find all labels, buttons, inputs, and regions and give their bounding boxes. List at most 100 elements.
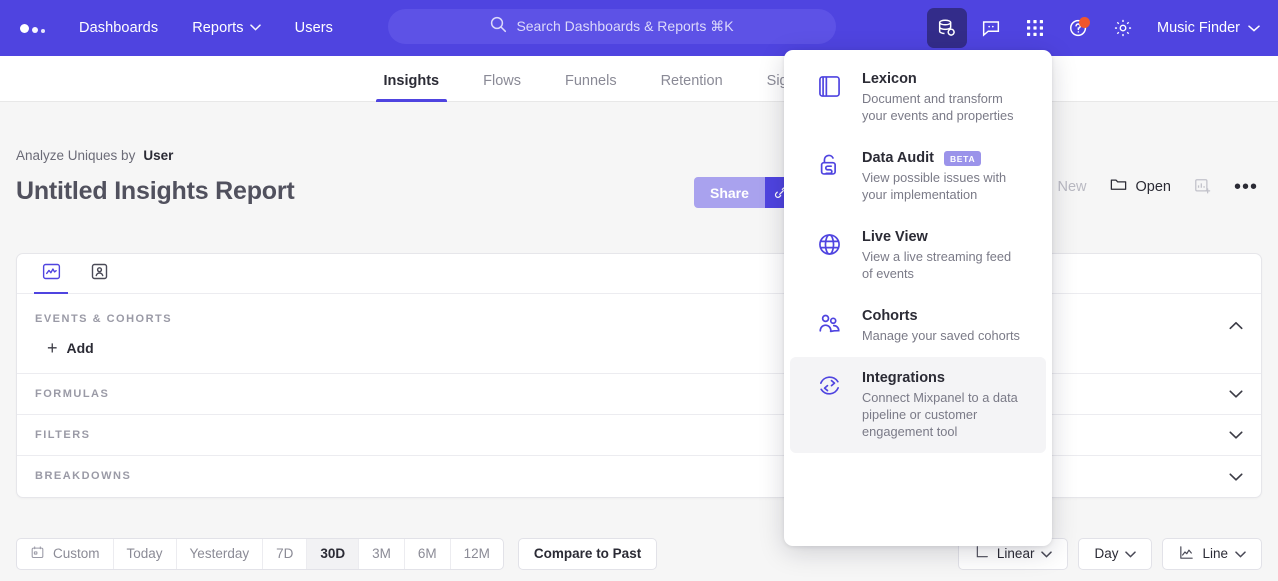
globe-icon <box>816 229 846 282</box>
dropdown-item-title: Lexicon <box>862 71 917 87</box>
data-audit-icon <box>816 150 846 203</box>
chevron-down-icon <box>1248 20 1260 36</box>
open-label: Open <box>1135 178 1171 195</box>
date-range-today[interactable]: Today <box>114 538 177 569</box>
scale-label: Linear <box>996 546 1035 561</box>
date-range-custom[interactable]: Custom <box>17 538 114 569</box>
gear-icon[interactable] <box>1103 8 1143 48</box>
new-report-button[interactable]: New <box>1057 179 1086 195</box>
interval-selector[interactable]: Day <box>1078 537 1153 570</box>
dropdown-item-text: Integrations Connect Mixpanel to a data … <box>862 370 1028 440</box>
query-view-tabs <box>17 254 1261 294</box>
date-range-label: Yesterday <box>189 546 250 561</box>
add-label: Add <box>66 340 94 356</box>
dropdown-item-description: Manage your saved cohorts <box>862 328 1020 344</box>
dropdown-item-description: View a live streaming feed of events <box>862 249 1012 282</box>
date-range-30d[interactable]: 30D <box>307 538 360 569</box>
section-label: BREAKDOWNS <box>35 470 132 482</box>
report-actions: New Open ••• <box>1057 175 1258 198</box>
chat-bubble-icon[interactable] <box>971 8 1011 48</box>
tab-label: Retention <box>660 73 723 89</box>
dropdown-item-title: Live View <box>862 229 928 246</box>
share-group: Share <box>694 177 798 208</box>
notification-dot <box>1079 17 1090 28</box>
compare-to-past-button[interactable]: Compare to Past <box>517 537 658 570</box>
date-range-7d[interactable]: 7D <box>263 538 308 569</box>
date-range-6m[interactable]: 6M <box>405 538 451 569</box>
chevron-down-icon <box>1125 546 1137 561</box>
date-range-label: 6M <box>417 546 437 561</box>
more-options-button[interactable]: ••• <box>1233 175 1258 198</box>
nav-item-reports[interactable]: Reports <box>184 14 268 42</box>
dropdown-item-live-view[interactable]: Live View View a live streaming feed of … <box>790 216 1046 295</box>
dropdown-item-lexicon[interactable]: Lexicon Document and transform your even… <box>790 58 1046 137</box>
report-header: Analyze Uniques by User Untitled Insight… <box>0 102 1278 208</box>
open-report-button[interactable]: Open <box>1109 175 1171 198</box>
section-formulas[interactable]: FORMULAS <box>17 374 1261 415</box>
line-chart-icon <box>1178 544 1195 564</box>
tab-insights[interactable]: Insights <box>362 73 462 102</box>
dropdown-item-text: Data Audit BETA View possible issues wit… <box>862 150 1022 203</box>
dropdown-item-integrations[interactable]: Integrations Connect Mixpanel to a data … <box>790 357 1046 454</box>
date-range-label: 12M <box>463 546 490 561</box>
page-title[interactable]: Untitled Insights Report <box>16 177 295 205</box>
mixpanel-logo[interactable] <box>20 23 45 33</box>
chevron-down-icon[interactable] <box>1229 390 1243 399</box>
calendar-icon <box>30 545 45 563</box>
chart-events-icon <box>41 261 62 287</box>
compare-label: Compare to Past <box>533 546 642 561</box>
workspace-switcher[interactable]: Music Finder <box>1157 20 1260 36</box>
section-label: FORMULAS <box>35 388 110 400</box>
global-search-input[interactable]: Search Dashboards & Reports ⌘K <box>388 9 836 44</box>
section-label: FILTERS <box>35 429 91 441</box>
dropdown-item-cohorts[interactable]: Cohorts Manage your saved cohorts <box>790 295 1046 357</box>
section-events-and-cohorts: EVENTS & COHORTS + Add <box>17 294 1261 374</box>
share-button[interactable]: Share <box>694 177 765 208</box>
users-view-tab[interactable] <box>77 255 121 293</box>
dropdown-item-data-audit[interactable]: Data Audit BETA View possible issues wit… <box>790 137 1046 216</box>
tab-funnels[interactable]: Funnels <box>543 73 639 101</box>
section-filters[interactable]: FILTERS <box>17 415 1261 456</box>
analyze-unit-value[interactable]: User <box>143 148 174 163</box>
tab-retention[interactable]: Retention <box>639 73 745 101</box>
dropdown-item-text: Cohorts Manage your saved cohorts <box>862 308 1020 344</box>
title-row: Untitled Insights Report Share New <box>0 163 1278 208</box>
chevron-down-icon[interactable] <box>1229 431 1243 440</box>
chart-display-controls: Linear Day Line <box>957 537 1262 570</box>
date-range-12m[interactable]: 12M <box>451 539 503 569</box>
dropdown-item-text: Lexicon Document and transform your even… <box>862 71 1022 124</box>
date-range-yesterday[interactable]: Yesterday <box>177 538 264 569</box>
help-circle-icon[interactable] <box>1059 8 1099 48</box>
apps-grid-icon[interactable] <box>1015 8 1055 48</box>
linear-scale-icon <box>974 544 990 563</box>
date-range-label: Custom <box>53 546 100 561</box>
nav-item-dashboards[interactable]: Dashboards <box>71 14 166 42</box>
search-placeholder: Search Dashboards & Reports ⌘K <box>516 18 734 34</box>
chevron-down-icon[interactable] <box>1229 472 1243 481</box>
nav-label: Dashboards <box>79 20 159 36</box>
chevron-down-icon <box>1235 546 1246 561</box>
top-nav-actions: Music Finder <box>927 0 1264 56</box>
date-range-3m[interactable]: 3M <box>359 538 405 569</box>
new-label: New <box>1057 178 1087 195</box>
add-event-button[interactable]: + Add <box>47 339 94 357</box>
chevron-up-icon[interactable] <box>1229 321 1243 330</box>
section-breakdowns[interactable]: BREAKDOWNS <box>17 456 1261 497</box>
dropdown-item-title: Data Audit BETA <box>862 150 1022 166</box>
add-to-dashboard-icon[interactable] <box>1193 177 1212 196</box>
chart-type-selector[interactable]: Line <box>1162 537 1262 570</box>
person-icon <box>89 261 110 287</box>
events-view-tab[interactable] <box>29 255 73 294</box>
tab-label: Flows <box>483 73 521 89</box>
workspace-label: Music Finder <box>1157 20 1240 36</box>
data-management-dropdown: Lexicon Document and transform your even… <box>784 50 1052 546</box>
title-text: Data Audit <box>862 150 934 167</box>
dropdown-item-title: Cohorts <box>862 308 918 325</box>
nav-item-users[interactable]: Users <box>287 14 341 42</box>
date-range-label: 3M <box>372 546 391 561</box>
chart-controls-toolbar: Custom Today Yesterday 7D 30D 3M 6M 12M … <box>16 526 1262 581</box>
tab-flows[interactable]: Flows <box>461 73 543 101</box>
search-icon <box>490 16 507 38</box>
data-management-icon[interactable] <box>927 8 967 48</box>
